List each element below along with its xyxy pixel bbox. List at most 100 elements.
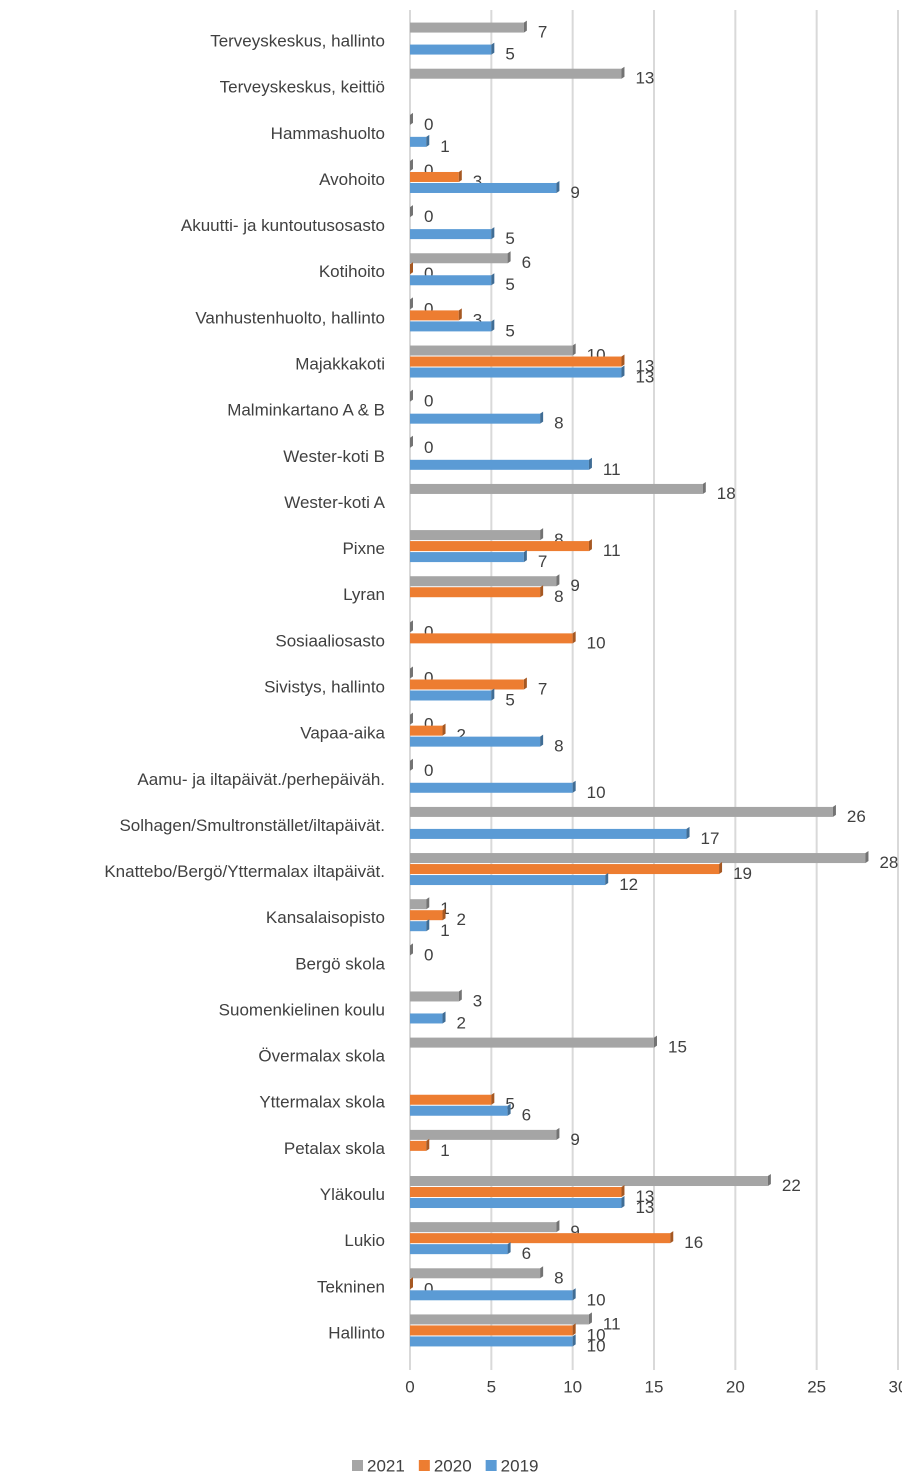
bar [410, 899, 427, 910]
value-label: 12 [619, 875, 638, 894]
value-label: 0 [424, 207, 433, 226]
category-label: Lukio [344, 1231, 385, 1250]
bar-cap [410, 758, 413, 771]
bar-cap [491, 688, 495, 701]
x-tick-label: 10 [563, 1377, 582, 1396]
bar [410, 875, 606, 886]
bar [410, 1037, 654, 1048]
bar [410, 864, 720, 875]
bar [410, 690, 492, 701]
bar-cap [540, 528, 544, 541]
bar-cap [556, 180, 560, 193]
bar [410, 1233, 671, 1244]
bar [410, 806, 833, 817]
bar [410, 229, 492, 240]
value-label: 11 [603, 1314, 621, 1333]
category-label: Sosiaaliosasto [275, 631, 385, 650]
bar [410, 633, 573, 644]
x-tick-label: 5 [487, 1377, 496, 1396]
bar-cap [556, 574, 560, 587]
value-label: 7 [538, 552, 547, 571]
bar-cap [523, 550, 527, 563]
value-label: 3 [473, 310, 482, 329]
bar-cap [491, 1092, 495, 1105]
value-label: 6 [522, 253, 531, 272]
bar [410, 68, 622, 79]
bar [410, 483, 703, 494]
value-label: 0 [424, 945, 433, 964]
category-label: Terveyskeskus, hallinto [210, 32, 385, 51]
value-label: 0 [424, 392, 433, 411]
category-label: Sivistys, hallinto [264, 677, 385, 696]
bar-cap [588, 457, 592, 470]
x-tick-label: 30 [889, 1377, 902, 1396]
category-label: Aamu- ja iltapäivät./perhepäiväh. [137, 770, 385, 789]
bar [410, 44, 492, 55]
category-label: Hammashuolto [271, 124, 385, 143]
bar-cap [410, 297, 413, 310]
x-tick-label: 0 [405, 1377, 414, 1396]
bar [410, 1325, 573, 1336]
bar-cap [507, 1103, 511, 1116]
bar [410, 1222, 557, 1233]
category-label: Knattebo/Bergö/Yttermalax iltapäivät. [104, 862, 385, 881]
value-label: 6 [522, 1106, 531, 1125]
bar [410, 736, 541, 747]
legend-label: 2019 [501, 1456, 539, 1475]
bar-cap [491, 227, 495, 240]
bar [410, 310, 459, 321]
bar [410, 530, 541, 541]
value-label: 7 [538, 23, 547, 42]
bar-cap [491, 273, 495, 286]
value-label: 7 [538, 679, 547, 698]
value-label: 19 [733, 864, 752, 883]
value-label: 8 [554, 530, 563, 549]
value-label: 0 [424, 761, 433, 780]
bar-cap [540, 734, 544, 747]
bar [410, 22, 524, 33]
x-tick-label: 25 [807, 1377, 826, 1396]
legend-swatch [352, 1460, 363, 1471]
legend-label: 2020 [434, 1456, 472, 1475]
category-label: Majakkakoti [295, 355, 385, 374]
bar-cap [719, 862, 723, 875]
bar-cap [410, 1277, 413, 1290]
x-tick-label: 15 [645, 1377, 664, 1396]
bar-cap [621, 1196, 625, 1209]
bar [410, 679, 524, 690]
value-label: 13 [635, 368, 654, 387]
bar-cap [702, 481, 706, 494]
category-label: Kansalaisopisto [266, 908, 385, 927]
bar [410, 182, 557, 193]
bar-cap [410, 262, 413, 275]
value-label: 5 [505, 690, 514, 709]
bar-cap [556, 1220, 560, 1233]
bar-cap [621, 354, 625, 367]
category-label: Petalax skola [284, 1139, 386, 1158]
value-label: 8 [554, 737, 563, 756]
bar-cap [458, 989, 462, 1002]
bar-cap [605, 873, 609, 886]
value-label: 3 [473, 172, 482, 191]
bar-cap [670, 1231, 674, 1244]
bar-cap [523, 677, 527, 690]
bar [410, 552, 524, 563]
bar-cap [442, 723, 446, 736]
value-label: 10 [587, 783, 606, 802]
bar [410, 576, 557, 587]
value-label: 0 [424, 161, 433, 180]
bar-cap [507, 1242, 511, 1255]
bar-cap [832, 804, 836, 817]
bar-cap [865, 851, 869, 864]
bar [410, 853, 866, 864]
value-label: 13 [635, 1187, 654, 1206]
category-label: Avohoito [319, 170, 385, 189]
bar-cap [540, 1266, 544, 1279]
category-label: Wester-koti B [283, 447, 385, 466]
value-label: 10 [587, 1325, 606, 1344]
legend-swatch [418, 1460, 430, 1471]
bar-cap [458, 169, 462, 182]
value-label: 15 [668, 1038, 687, 1057]
bar [410, 587, 541, 598]
bar [410, 253, 508, 264]
